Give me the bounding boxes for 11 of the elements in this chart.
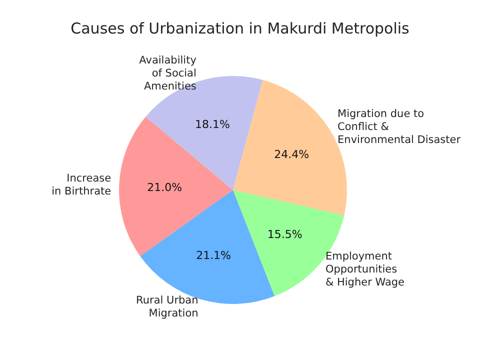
data-label: 15.5% xyxy=(267,228,302,242)
slice-label: Rural Urban Migration xyxy=(136,294,198,320)
slice-label: Migration due to Conflict & Environmental Disaster xyxy=(338,108,462,146)
chart-title: Causes of Urbanization in Makurdi Metropolis xyxy=(70,20,410,38)
slice-label: Increase in Birthrate xyxy=(52,172,112,198)
data-label: 18.1% xyxy=(195,118,230,132)
data-label: 21.0% xyxy=(147,180,182,194)
slice-label: Availability of Social Amenities xyxy=(139,54,196,93)
data-label: 21.1% xyxy=(196,249,232,262)
slice-label: Employment Opportunities & Higher Wage xyxy=(325,250,405,289)
data-label: 24.4% xyxy=(274,148,310,162)
